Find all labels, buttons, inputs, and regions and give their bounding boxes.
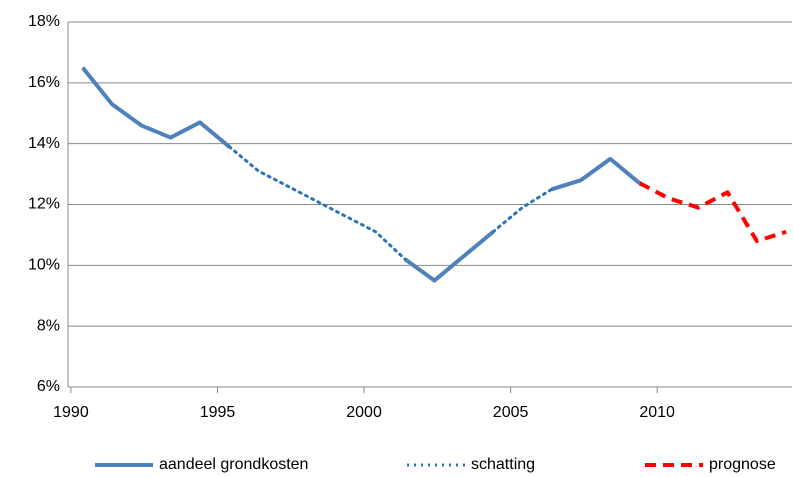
legend-label: aandeel grondkosten [159,456,308,473]
x-tick-label: 1995 [200,404,236,421]
legend-label: prognose [709,456,776,473]
series-line [638,181,787,243]
x-tick-label: 1990 [53,404,89,421]
x-tick-label: 2010 [639,404,675,421]
y-tick-label: 16% [28,74,60,91]
y-tick-label: 12% [28,196,60,213]
y-tick-label: 14% [28,135,60,152]
x-tick-label: 2005 [493,404,529,421]
y-tick-label: 6% [37,378,60,395]
legend-label: schatting [471,456,535,473]
y-tick-label: 10% [28,257,60,274]
y-tick-label: 18% [28,13,60,30]
series-line [227,145,554,261]
x-tick-label: 2000 [346,404,382,421]
y-tick-label: 8% [37,317,60,334]
series-line [81,66,641,283]
